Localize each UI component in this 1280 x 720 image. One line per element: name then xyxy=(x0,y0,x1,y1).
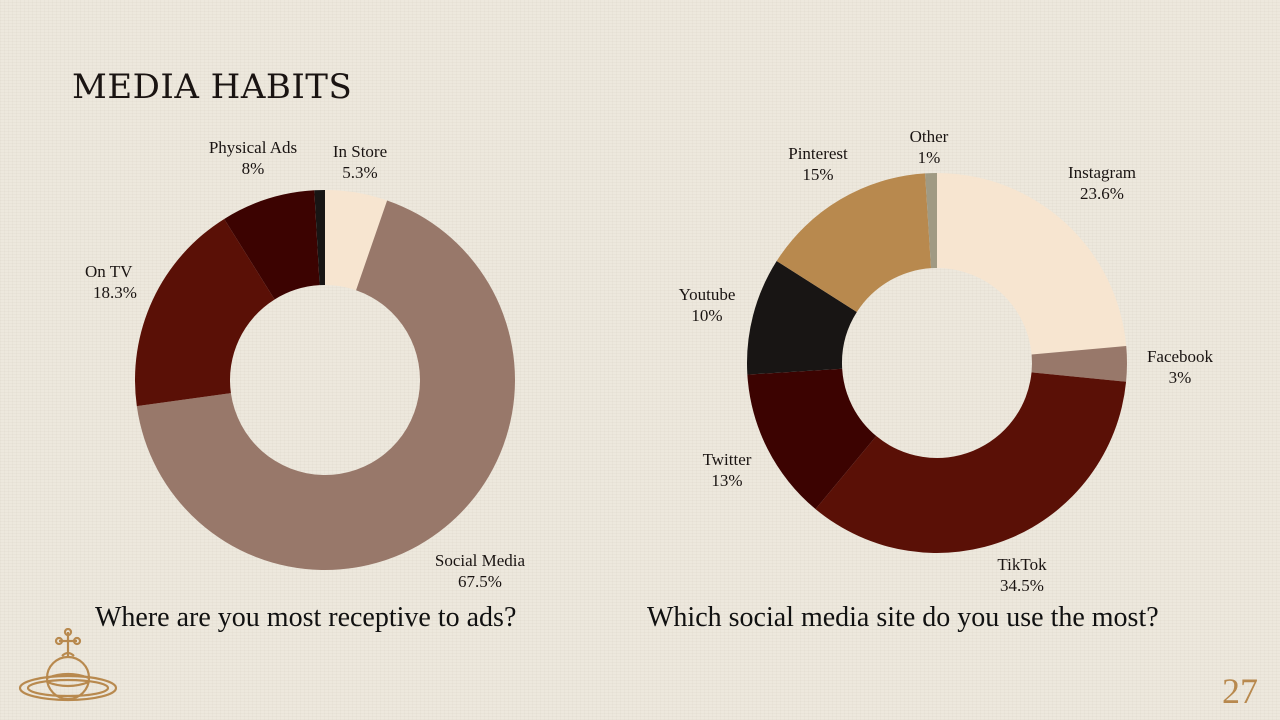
slice-label-instagram: Instagram xyxy=(1068,163,1136,182)
donut-slice-youtube xyxy=(747,261,857,375)
donut-slice-in-store xyxy=(325,190,388,291)
chart-social-media-usage: Instagram 23.6% Facebook 3% TikTok 34.5% Twitt… xyxy=(679,127,1214,595)
page-number: 27 xyxy=(1222,671,1258,711)
slice-value-tiktok: 34.5% xyxy=(1000,576,1044,595)
slice-value-pinterest: 15% xyxy=(802,165,833,184)
slice-value-youtube: 10% xyxy=(691,306,722,325)
donut-slice-instagram xyxy=(937,173,1127,355)
donut-slice-facebook xyxy=(1031,346,1128,382)
slice-label-facebook: Facebook xyxy=(1147,347,1214,366)
slice-label-pinterest: Pinterest xyxy=(788,144,848,163)
donut-slice-on-tv xyxy=(135,218,275,407)
slice-label-on-tv: On TV xyxy=(85,262,133,281)
donut-slice-social-media xyxy=(136,200,516,570)
page-title: MEDIA HABITS xyxy=(72,67,353,107)
donut-slice-unlabeled xyxy=(314,190,325,286)
chart-1-question: Where are you most receptive to ads? xyxy=(95,602,517,633)
slice-label-in-store: In Store xyxy=(333,142,387,161)
slice-label-twitter: Twitter xyxy=(703,450,752,469)
chart-ad-receptiveness: In Store 5.3% Social Media 67.5% On TV 18.3% P… xyxy=(85,138,526,591)
slice-value-social-media: 67.5% xyxy=(458,572,502,591)
slice-value-on-tv: 18.3% xyxy=(93,283,137,302)
donut-slice-twitter xyxy=(747,368,877,510)
slice-label-youtube: Youtube xyxy=(679,285,736,304)
slice-value-other: 1% xyxy=(918,148,941,167)
donut-slice-tiktok xyxy=(815,372,1127,554)
donut-slice-pinterest xyxy=(776,173,932,313)
slice-label-physical-ads: Physical Ads xyxy=(209,138,297,157)
slice-value-physical-ads: 8% xyxy=(242,159,265,178)
chart-2-question: Which social media site do you use the m… xyxy=(647,602,1159,633)
donut-slice-physical-ads xyxy=(224,190,320,300)
donut-slice-other xyxy=(925,173,937,269)
slice-value-facebook: 3% xyxy=(1169,368,1192,387)
slice-value-twitter: 13% xyxy=(711,471,742,490)
slice-value-in-store: 5.3% xyxy=(342,163,377,182)
slice-label-other: Other xyxy=(910,127,949,146)
orb-logo-icon xyxy=(18,628,118,702)
slice-label-tiktok: TikTok xyxy=(997,555,1047,574)
slice-label-social-media: Social Media xyxy=(435,551,526,570)
slice-value-instagram: 23.6% xyxy=(1080,184,1124,203)
